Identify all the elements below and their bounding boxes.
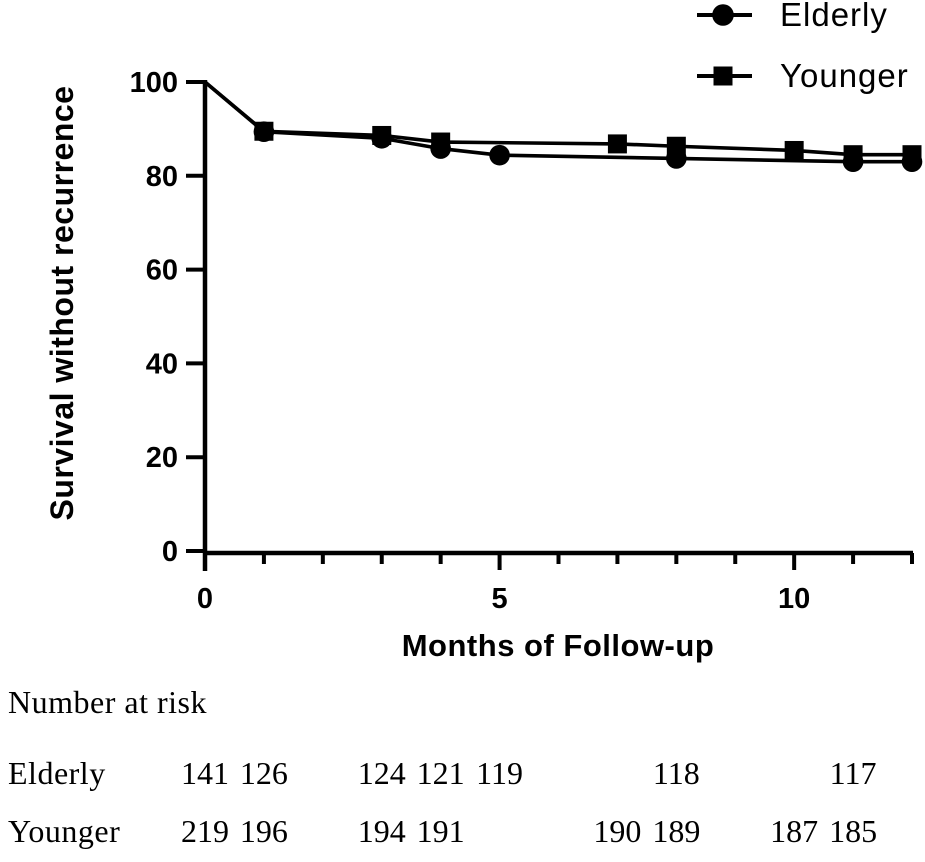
risk-count-elderly-month-3: 124 bbox=[357, 755, 406, 791]
marker-square-younger bbox=[843, 145, 863, 165]
survival-chart: 0 20 40 60 80 100 0 5 10 Months of Follow-up Survi… bbox=[44, 0, 923, 663]
y-tick-label: 20 bbox=[146, 442, 178, 474]
y-tick-label: 0 bbox=[162, 536, 178, 568]
risk-count-elderly-month-0: 141 bbox=[181, 755, 229, 791]
x-tick-label: 0 bbox=[197, 583, 213, 615]
risk-count-younger-month-3: 194 bbox=[357, 813, 406, 849]
risk-count-elderly-month-1: 126 bbox=[239, 755, 288, 791]
legend-item-elderly: Elderly bbox=[697, 0, 888, 33]
marker-square-younger bbox=[902, 145, 922, 165]
risk-table-heading: Number at risk bbox=[8, 684, 207, 720]
y-tick-label: 100 bbox=[130, 67, 178, 99]
risk-count-elderly-month-4: 121 bbox=[416, 755, 465, 791]
risk-count-younger-month-8: 189 bbox=[652, 813, 701, 849]
x-tick-label: 10 bbox=[778, 583, 810, 615]
risk-count-elderly-month-5: 119 bbox=[476, 755, 523, 791]
y-axis-title: Survival without recurrence bbox=[44, 86, 80, 521]
marker-square-younger bbox=[666, 136, 686, 156]
y-tick-label: 60 bbox=[146, 255, 178, 287]
y-tick-label: 40 bbox=[146, 348, 178, 380]
risk-row-label-younger: Younger bbox=[8, 813, 121, 849]
marker-square-younger bbox=[784, 140, 804, 160]
y-tick-label: 80 bbox=[146, 161, 178, 193]
risk-count-younger-month-4: 191 bbox=[416, 813, 465, 849]
marker-square-younger bbox=[431, 132, 451, 152]
risk-count-younger-month-1: 196 bbox=[239, 813, 288, 849]
risk-count-younger-month-0: 219 bbox=[181, 813, 229, 849]
x-tick-label: 5 bbox=[492, 583, 508, 615]
legend-label: Younger bbox=[780, 57, 909, 94]
x-axis-title: Months of Follow-up bbox=[402, 628, 715, 663]
legend-label: Elderly bbox=[780, 0, 888, 33]
marker-square-younger bbox=[607, 134, 627, 154]
marker-square-younger bbox=[254, 121, 274, 141]
risk-count-younger-month-10: 187 bbox=[770, 813, 819, 849]
marker-square-younger bbox=[372, 125, 392, 145]
risk-count-younger-month-11: 185 bbox=[829, 813, 878, 849]
legend-item-younger: Younger bbox=[697, 57, 909, 94]
legend-marker-square bbox=[713, 66, 733, 86]
marker-circle-elderly bbox=[489, 144, 510, 166]
risk-row-label-elderly: Elderly bbox=[8, 755, 106, 791]
risk-count-elderly-month-11: 117 bbox=[829, 755, 877, 791]
legend-marker-circle bbox=[712, 4, 734, 26]
risk-count-younger-month-7: 190 bbox=[593, 813, 642, 849]
risk-count-elderly-month-8: 118 bbox=[652, 755, 700, 791]
